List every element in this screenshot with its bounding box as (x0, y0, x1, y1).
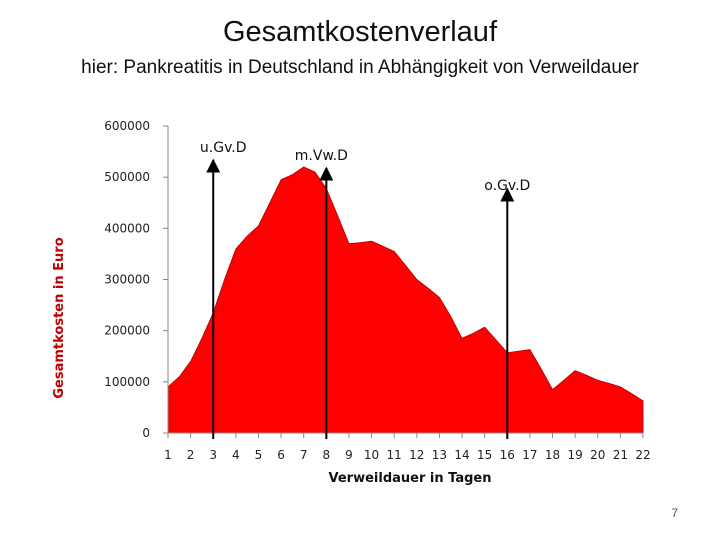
y-axis-title: Gesamtkosten in Euro (52, 237, 67, 398)
y-tick-label: 300000 (104, 273, 150, 287)
x-tick-label: 6 (277, 448, 285, 462)
slide-subtitle: hier: Pankreatitis in Deutschland in Abh… (81, 57, 639, 78)
marker-label: u.Gv.D (200, 140, 247, 156)
area-series (167, 166, 644, 434)
x-tick-label: 9 (345, 448, 353, 462)
x-axis-title: Verweildauer in Tagen (329, 471, 492, 486)
x-tick-label: 14 (454, 448, 469, 462)
y-tick-label: 400000 (104, 221, 150, 235)
x-tick-label: 12 (409, 448, 424, 462)
x-tick-label: 19 (568, 448, 583, 462)
x-tick-label: 5 (255, 448, 263, 462)
x-tick-label: 21 (613, 448, 628, 462)
x-tick-label: 7 (300, 448, 308, 462)
slide-title: Gesamtkostenverlauf (222, 16, 497, 48)
marker-label: m.Vw.D (295, 148, 348, 164)
x-tick-label: 22 (635, 448, 650, 462)
x-tick-label: 10 (364, 448, 379, 462)
y-tick-label: 600000 (104, 119, 150, 133)
x-tick-label: 8 (323, 448, 331, 462)
y-tick-label: 500000 (104, 170, 150, 184)
y-tick-label: 200000 (104, 324, 150, 338)
x-tick-label: 13 (432, 448, 447, 462)
marker-label: o.Gv.D (484, 178, 530, 194)
x-tick-label: 15 (477, 448, 492, 462)
page-number: 7 (671, 506, 678, 520)
x-tick-label: 3 (209, 448, 217, 462)
x-tick-label: 1 (164, 448, 172, 462)
x-tick-label: 20 (590, 448, 605, 462)
x-tick-label: 18 (545, 448, 560, 462)
x-tick-label: 2 (187, 448, 195, 462)
x-tick-label: 11 (387, 448, 402, 462)
x-tick-label: 4 (232, 448, 240, 462)
y-tick-label: 100000 (104, 375, 150, 389)
y-tick-label: 0 (142, 426, 150, 440)
x-tick-label: 16 (500, 448, 515, 462)
x-tick-label: 17 (522, 448, 537, 462)
